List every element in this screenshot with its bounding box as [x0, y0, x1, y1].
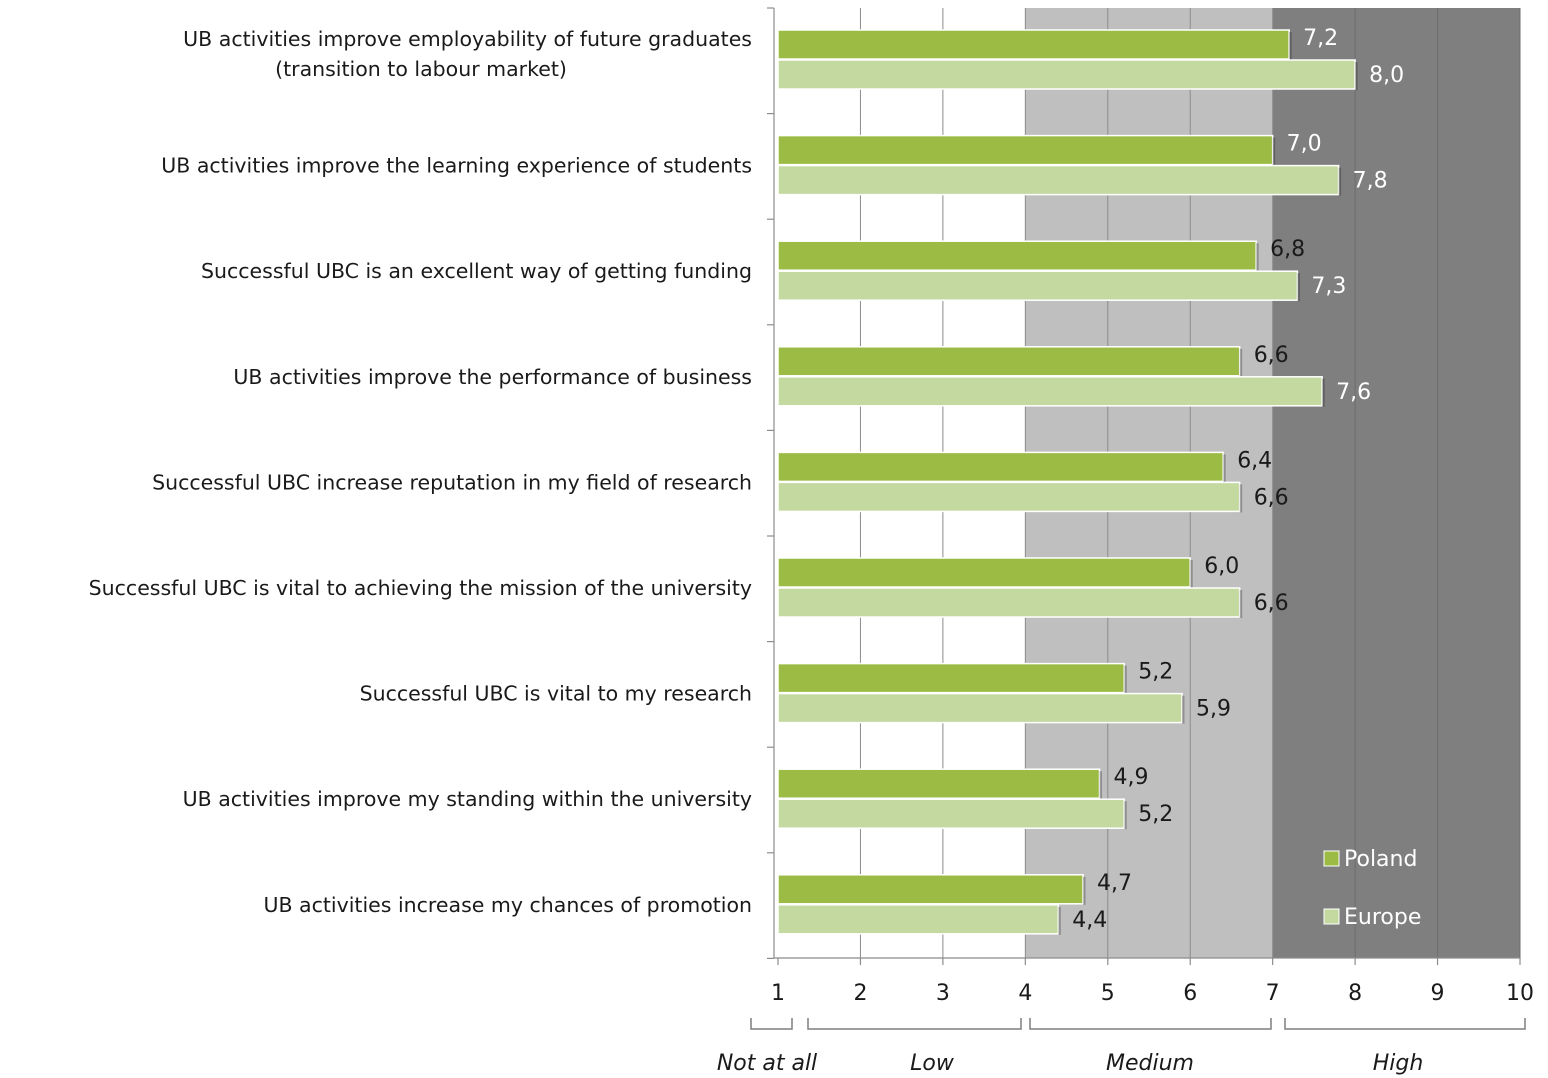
band-bracket: [750, 1018, 793, 1030]
data-label-poland: 7,0: [1287, 132, 1322, 157]
bar-shadow: [1338, 167, 1342, 196]
category-label: Successful UBC is vital to achieving the…: [89, 576, 752, 600]
bar-shadow: [1289, 32, 1292, 60]
bar-europe: [777, 692, 1183, 724]
bar-shadow: [1355, 62, 1358, 90]
band-label: High: [1373, 1051, 1424, 1076]
category-label: UB activities increase my chances of pro…: [263, 893, 752, 917]
data-label-poland: 6,6: [1254, 343, 1289, 368]
tick-label: 6: [1183, 981, 1197, 1006]
tick-label: 5: [1101, 981, 1115, 1006]
data-label-europe: 5,9: [1196, 697, 1231, 722]
data-label-poland: 7,2: [1303, 26, 1338, 51]
category-label: Successful UBC is an excellent way of ge…: [201, 259, 752, 283]
data-label-poland: 5,2: [1138, 660, 1173, 685]
category-label: (transition to labour market): [275, 57, 567, 81]
bar-europe: [777, 164, 1340, 196]
bar-europe: [777, 904, 1060, 935]
bar-europe: [777, 59, 1356, 90]
bar-shadow: [1256, 243, 1259, 272]
bar-europe: [777, 798, 1126, 829]
band-label: Not at all: [717, 1051, 817, 1076]
bar-shadow: [1181, 695, 1185, 724]
tick-label: 1: [771, 981, 785, 1006]
category-label: UB activities improve employability of f…: [183, 27, 752, 51]
band-bracket: [807, 1018, 1022, 1030]
bar-poland: [777, 662, 1126, 694]
bar-shadow: [1124, 801, 1127, 830]
bar-shadow: [1058, 906, 1061, 935]
bar-shadow: [1272, 137, 1276, 166]
tick-label: 8: [1348, 981, 1362, 1006]
bar-europe: [777, 376, 1323, 407]
bar-europe: [777, 587, 1241, 618]
bar-shadow: [1124, 665, 1127, 694]
bar-poland: [777, 768, 1101, 799]
bar-poland: [777, 29, 1290, 60]
bar-shadow: [1239, 348, 1243, 377]
bar-poland: [777, 240, 1257, 271]
band-label: Low: [910, 1051, 955, 1076]
data-label-europe: 7,6: [1336, 380, 1371, 405]
tick-label: 2: [853, 981, 867, 1006]
data-label-poland: 4,7: [1097, 871, 1132, 896]
data-label-europe: 5,2: [1138, 802, 1173, 827]
tick-label: 7: [1266, 981, 1280, 1006]
category-label: UB activities improve the performance of…: [233, 365, 752, 389]
tick-label: 10: [1506, 981, 1534, 1006]
data-label-europe: 7,3: [1311, 274, 1346, 299]
category-label: UB activities improve my standing within…: [183, 787, 752, 811]
band-bracket: [1284, 1018, 1526, 1030]
bar-shadow: [1239, 484, 1243, 513]
data-label-poland: 6,0: [1204, 554, 1239, 579]
bar-shadow: [1223, 454, 1226, 483]
data-label-europe: 6,6: [1254, 485, 1289, 510]
bar-europe: [777, 270, 1299, 301]
bar-poland: [777, 874, 1084, 905]
legend-label: Poland: [1344, 847, 1417, 872]
bar-poland: [777, 451, 1224, 483]
tick-label: 4: [1018, 981, 1032, 1006]
bar-shadow: [1322, 378, 1325, 407]
data-label-europe: 7,8: [1353, 169, 1388, 194]
bar-shadow: [1239, 590, 1243, 618]
bar-poland: [777, 346, 1241, 377]
bar-shadow: [1297, 273, 1300, 302]
bar-poland: [777, 134, 1274, 166]
bar-poland: [777, 557, 1191, 588]
bar-shadow: [1083, 876, 1086, 905]
tick-label: 3: [936, 981, 950, 1006]
data-label-europe: 6,6: [1254, 591, 1289, 616]
data-label-europe: 8,0: [1369, 63, 1404, 88]
data-label-poland: 6,4: [1237, 448, 1272, 473]
legend-swatch-europe: [1323, 908, 1340, 925]
band-bracket: [1029, 1018, 1272, 1030]
category-label: UB activities improve the learning exper…: [161, 154, 752, 178]
bar-europe: [777, 481, 1241, 513]
data-label-poland: 4,9: [1114, 765, 1149, 790]
legend-label: Europe: [1344, 905, 1421, 930]
band-label: Medium: [1106, 1051, 1194, 1076]
tick-label: 9: [1431, 981, 1445, 1006]
data-label-poland: 6,8: [1270, 237, 1305, 262]
bar-shadow: [1099, 771, 1103, 800]
data-label-europe: 4,4: [1072, 908, 1107, 933]
category-label: Successful UBC increase reputation in my…: [152, 470, 752, 494]
bar-shadow: [1190, 560, 1193, 588]
legend-swatch-poland: [1323, 850, 1340, 867]
category-label: Successful UBC is vital to my research: [360, 682, 752, 706]
